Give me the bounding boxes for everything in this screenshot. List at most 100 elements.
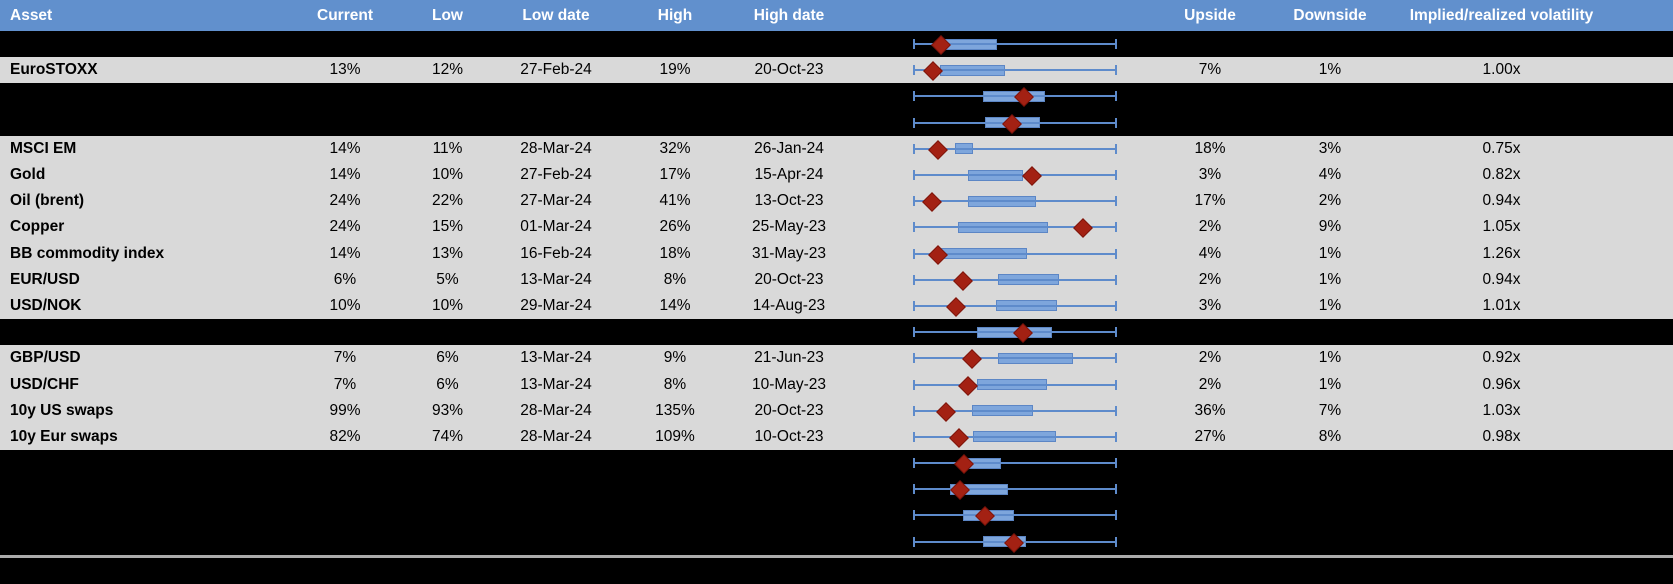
cell-low-date[interactable]: 13-Mar-24 [520,270,592,288]
cell-upside[interactable]: 2% [1198,218,1222,236]
cell-low-date[interactable]: 27-Feb-24 [520,61,592,79]
cell-downside[interactable]: 1% [1318,375,1342,393]
cell-high[interactable]: 19% [659,61,691,79]
cell-downside[interactable]: 2% [1318,192,1342,210]
cell-low[interactable]: 10% [431,166,464,184]
cell-upside[interactable]: 7% [1198,61,1222,79]
cell-current[interactable]: 6% [333,270,357,288]
cell-implied-realized[interactable]: 1.03x [1482,401,1521,419]
header-downside[interactable]: Downside [1293,6,1367,24]
cell-low[interactable]: 15% [431,218,464,236]
cell-current[interactable]: 14% [329,244,361,262]
cell-asset[interactable]: Copper [10,218,65,236]
cell-low[interactable]: 93% [431,401,464,419]
cell-low[interactable]: 74% [431,427,464,445]
cell-asset[interactable]: 10y US swaps [10,401,114,419]
cell-high-date[interactable]: 14-Aug-23 [752,296,826,314]
cell-low-date[interactable]: 28-Mar-24 [520,139,592,157]
cell-upside[interactable]: 3% [1198,166,1222,184]
cell-implied-realized[interactable]: 0.94x [1482,192,1521,210]
cell-downside[interactable]: 1% [1318,349,1342,367]
cell-high[interactable]: 26% [659,218,691,236]
cell-high-date[interactable]: 10-Oct-23 [754,427,824,445]
cell-low-date[interactable]: 28-Mar-24 [520,401,592,419]
cell-asset[interactable]: USD/NOK [10,296,82,314]
cell-upside[interactable]: 17% [1194,192,1226,210]
cell-high[interactable]: 17% [659,166,691,184]
cell-low[interactable]: 10% [431,296,464,314]
cell-implied-realized[interactable]: 1.26x [1482,244,1521,262]
cell-low[interactable]: 5% [436,270,459,288]
cell-asset[interactable]: BB commodity index [10,244,165,262]
cell-implied-realized[interactable]: 1.05x [1482,218,1521,236]
cell-low[interactable]: 6% [436,375,459,393]
cell-downside[interactable]: 7% [1318,401,1342,419]
cell-downside[interactable]: 1% [1318,244,1342,262]
cell-high[interactable]: 8% [663,270,687,288]
cell-low-date[interactable]: 27-Feb-24 [520,166,592,184]
header-implied-realized-volatility[interactable]: Implied/realized volatility [1409,6,1594,24]
header-low[interactable]: Low [432,6,463,24]
header-high[interactable]: High [657,6,693,24]
cell-upside[interactable]: 2% [1198,375,1222,393]
cell-low[interactable]: 13% [431,244,464,262]
cell-implied-realized[interactable]: 0.92x [1482,349,1521,367]
cell-current[interactable]: 7% [333,349,357,367]
cell-implied-realized[interactable]: 0.98x [1482,427,1521,445]
cell-high[interactable]: 8% [663,375,687,393]
cell-current[interactable]: 7% [333,375,357,393]
cell-downside[interactable]: 8% [1318,427,1342,445]
cell-low[interactable]: 11% [432,139,463,157]
cell-implied-realized[interactable]: 1.00x [1482,61,1521,79]
cell-high[interactable]: 9% [663,349,687,367]
cell-low-date[interactable]: 27-Mar-24 [520,192,592,210]
cell-low[interactable]: 12% [431,61,464,79]
cell-upside[interactable]: 27% [1194,427,1226,445]
cell-low-date[interactable]: 16-Feb-24 [520,244,592,262]
cell-implied-realized[interactable]: 0.96x [1482,375,1521,393]
cell-upside[interactable]: 2% [1198,270,1222,288]
cell-current[interactable]: 82% [329,427,361,445]
cell-current[interactable]: 99% [329,401,361,419]
cell-high-date[interactable]: 25-May-23 [751,218,827,236]
cell-high-date[interactable]: 20-Oct-23 [754,270,824,288]
cell-current[interactable]: 24% [329,192,361,210]
cell-upside[interactable]: 36% [1194,401,1226,419]
header-current[interactable]: Current [317,6,373,24]
cell-asset[interactable]: Gold [10,166,46,184]
cell-current[interactable]: 13% [329,61,361,79]
cell-upside[interactable]: 3% [1198,296,1222,314]
cell-current[interactable]: 14% [329,166,361,184]
header-high-date[interactable]: High date [753,6,825,24]
cell-low-date[interactable]: 28-Mar-24 [520,427,592,445]
cell-implied-realized[interactable]: 0.75x [1482,139,1521,157]
header-low-date[interactable]: Low date [522,6,590,24]
cell-current[interactable]: 10% [329,296,361,314]
cell-low-date[interactable]: 13-Mar-24 [520,375,592,393]
cell-low[interactable]: 6% [436,349,459,367]
cell-asset[interactable]: MSCI EM [10,139,77,157]
cell-high[interactable]: 32% [659,139,691,157]
cell-implied-realized[interactable]: 1.01x [1482,296,1521,314]
cell-upside[interactable]: 18% [1194,139,1226,157]
cell-high-date[interactable]: 20-Oct-23 [754,401,824,419]
cell-downside[interactable]: 1% [1318,270,1342,288]
cell-low-date[interactable]: 01-Mar-24 [520,218,592,236]
cell-high-date[interactable]: 20-Oct-23 [754,61,824,79]
cell-high[interactable]: 135% [655,401,695,419]
cell-downside[interactable]: 1% [1318,61,1342,79]
cell-high-date[interactable]: 21-Jun-23 [754,349,824,367]
cell-downside[interactable]: 4% [1318,166,1342,184]
cell-high-date[interactable]: 26-Jan-24 [754,139,824,157]
cell-asset[interactable]: GBP/USD [10,349,81,367]
cell-low-date[interactable]: 29-Mar-24 [520,296,592,314]
cell-current[interactable]: 14% [329,139,361,157]
cell-high-date[interactable]: 10-May-23 [751,375,827,393]
cell-high-date[interactable]: 31-May-23 [751,244,827,262]
cell-high[interactable]: 41% [659,192,691,210]
cell-upside[interactable]: 4% [1198,244,1222,262]
cell-current[interactable]: 24% [329,218,361,236]
cell-asset[interactable]: USD/CHF [10,375,79,393]
cell-downside[interactable]: 9% [1318,218,1342,236]
cell-downside[interactable]: 1% [1318,296,1342,314]
